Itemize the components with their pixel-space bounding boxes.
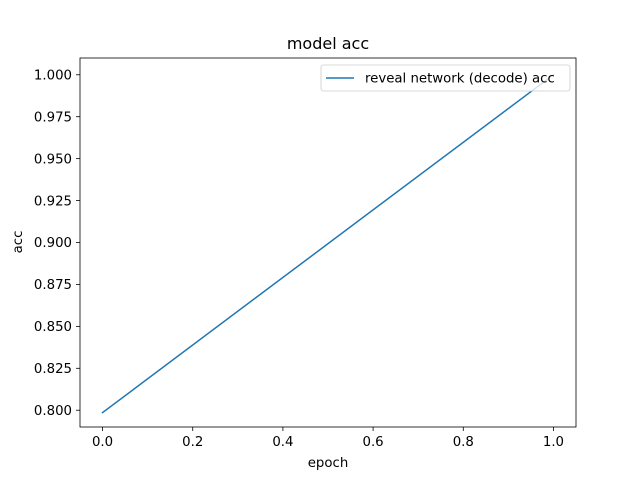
y-tick-label: 0.800	[34, 404, 72, 419]
x-axis-title: epoch	[308, 456, 349, 471]
y-tick-label: 0.975	[34, 110, 72, 125]
legend-label: reveal network (decode) acc	[365, 72, 555, 87]
y-tick-label: 0.825	[34, 362, 72, 377]
x-tick-label: 1.0	[543, 435, 564, 450]
plot-area	[101, 73, 555, 414]
x-tick-label: 0.2	[182, 435, 203, 450]
chart-title: model acc	[287, 34, 369, 53]
legend-box	[320, 64, 571, 92]
y-tick-label: 0.925	[34, 194, 72, 209]
series-line-0	[101, 73, 555, 414]
y-tick-label: 0.850	[34, 320, 72, 335]
y-tick-label: 0.900	[34, 236, 72, 251]
x-tick-label: 0.4	[272, 435, 293, 450]
ticks: 0.0 0.2 0.4 0.6 0.8 1.0 0.800 0.825 0.850 0.875 0.…	[34, 68, 564, 450]
y-tick-label: 0.950	[34, 152, 72, 167]
y-tick-label: 1.000	[34, 68, 72, 83]
x-tick-label: 0.0	[92, 435, 113, 450]
x-tick-label: 0.6	[363, 435, 384, 450]
y-axis-title: acc	[11, 231, 26, 254]
legend: reveal network (decode) acc	[320, 64, 571, 92]
x-tick-label: 0.8	[453, 435, 474, 450]
y-tick-label: 0.875	[34, 278, 72, 293]
